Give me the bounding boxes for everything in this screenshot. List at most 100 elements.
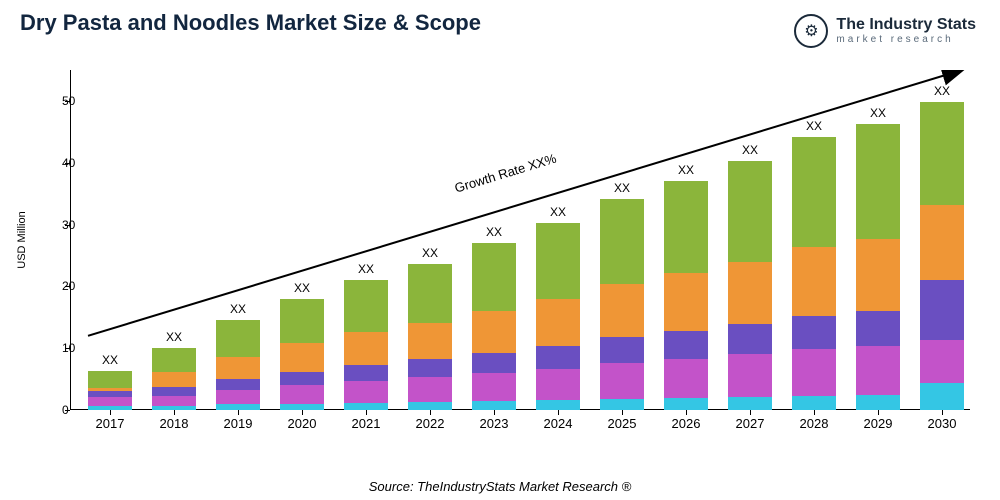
bar-segment (664, 331, 708, 359)
bar-segment (856, 311, 900, 346)
bar-segment (728, 161, 772, 262)
x-tick-label: 2030 (928, 416, 957, 431)
bar-segment (152, 387, 196, 397)
bar-2026: XX (664, 181, 708, 410)
x-tick (622, 410, 623, 415)
bar-segment (280, 299, 324, 344)
bar-segment (152, 396, 196, 405)
bar-segment (792, 396, 836, 410)
bar-2019: XX (216, 320, 260, 410)
x-tick-label: 2029 (864, 416, 893, 431)
bar-segment (664, 359, 708, 398)
bar-segment (344, 365, 388, 381)
bar-2030: XX (920, 102, 964, 410)
bar-segment (472, 401, 516, 410)
bar-2020: XX (280, 299, 324, 410)
bar-segment (216, 390, 260, 405)
bar-segment (920, 383, 964, 410)
bar-segment (280, 385, 324, 404)
bar-2023: XX (472, 243, 516, 410)
bar-segment (472, 243, 516, 310)
x-tick-label: 2024 (544, 416, 573, 431)
bar-segment (344, 332, 388, 365)
x-tick-label: 2022 (416, 416, 445, 431)
bar-segment (280, 343, 324, 371)
bar-2017: XX (88, 371, 132, 410)
bar-2027: XX (728, 161, 772, 410)
x-tick (814, 410, 815, 415)
bar-value-label: XX (294, 281, 310, 295)
bar-segment (856, 346, 900, 395)
bar-segment (664, 398, 708, 410)
x-tick-label: 2027 (736, 416, 765, 431)
bar-segment (536, 299, 580, 346)
bar-segment (280, 372, 324, 386)
bar-segment (88, 371, 132, 388)
bar-segment (920, 340, 964, 383)
bar-segment (536, 400, 580, 410)
bar-segment (472, 311, 516, 353)
bar-segment (344, 280, 388, 332)
bar-value-label: XX (742, 143, 758, 157)
bar-value-label: XX (102, 353, 118, 367)
y-axis-title: USD Million (16, 211, 28, 268)
bars-container: XXXXXXXXXXXXXXXXXXXXXXXXXXXX (70, 70, 970, 410)
bar-segment (600, 199, 644, 284)
x-tick (750, 410, 751, 415)
x-tick-label: 2023 (480, 416, 509, 431)
bar-value-label: XX (806, 119, 822, 133)
bar-segment (728, 354, 772, 397)
x-tick-label: 2017 (96, 416, 125, 431)
bar-value-label: XX (422, 246, 438, 260)
x-tick-label: 2019 (224, 416, 253, 431)
x-tick-label: 2021 (352, 416, 381, 431)
bar-value-label: XX (358, 262, 374, 276)
bar-segment (792, 247, 836, 316)
chart-area: USD Million XXXXXXXXXXXXXXXXXXXXXXXXXXXX… (70, 70, 970, 440)
x-tick (302, 410, 303, 415)
bar-segment (536, 369, 580, 401)
bar-segment (664, 273, 708, 330)
bar-value-label: XX (934, 84, 950, 98)
x-tick (110, 410, 111, 415)
logo-sub-text: market research (836, 35, 976, 45)
x-tick-label: 2025 (608, 416, 637, 431)
bar-segment (408, 264, 452, 323)
bar-segment (728, 324, 772, 354)
bar-segment (856, 124, 900, 240)
bar-2028: XX (792, 137, 836, 410)
bar-segment (344, 403, 388, 410)
bar-segment (600, 337, 644, 363)
bar-segment (920, 280, 964, 341)
bar-segment (600, 399, 644, 410)
bar-2018: XX (152, 348, 196, 410)
logo-main-text: The Industry Stats (836, 17, 976, 33)
x-tick (174, 410, 175, 415)
bar-segment (792, 316, 836, 349)
x-tick-label: 2026 (672, 416, 701, 431)
x-tick (878, 410, 879, 415)
bar-segment (472, 353, 516, 373)
bar-value-label: XX (486, 225, 502, 239)
bar-segment (920, 102, 964, 205)
bar-segment (792, 349, 836, 395)
bar-value-label: XX (166, 330, 182, 344)
brand-logo: ⚙ The Industry Stats market research (794, 14, 976, 48)
bar-segment (664, 181, 708, 273)
x-tick (558, 410, 559, 415)
bar-value-label: XX (678, 163, 694, 177)
bar-segment (856, 395, 900, 410)
bar-segment (856, 239, 900, 311)
bar-value-label: XX (614, 181, 630, 195)
bar-value-label: XX (870, 106, 886, 120)
bar-segment (408, 377, 452, 402)
bar-segment (216, 357, 260, 379)
bar-2021: XX (344, 280, 388, 410)
bar-segment (344, 381, 388, 403)
chart-title: Dry Pasta and Noodles Market Size & Scop… (20, 10, 481, 36)
bar-2025: XX (600, 199, 644, 410)
bar-2024: XX (536, 223, 580, 410)
x-tick (494, 410, 495, 415)
bar-2029: XX (856, 124, 900, 410)
source-caption: Source: TheIndustryStats Market Research… (0, 479, 1000, 494)
